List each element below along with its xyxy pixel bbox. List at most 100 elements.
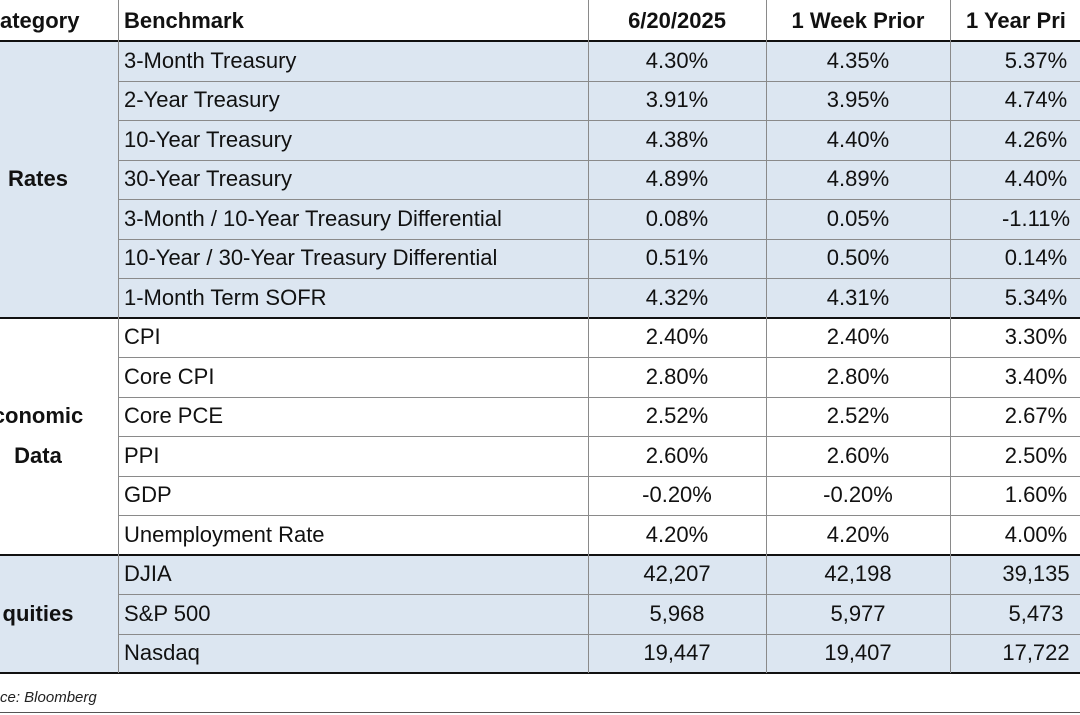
category-label: Data (14, 442, 62, 468)
value-cell: 4.32% (645, 284, 709, 310)
benchmark-name: 10-Year Treasury (124, 126, 292, 152)
value-cell: 2.52% (826, 403, 890, 429)
value-cell: 39,135 (1002, 561, 1070, 587)
benchmark-name: DJIA (124, 561, 172, 587)
benchmark-name: PPI (124, 442, 160, 468)
category-label: Rates (8, 166, 68, 192)
value-cell: 17,722 (1002, 640, 1070, 666)
benchmark-name: 3-Month / 10-Year Treasury Differential (124, 205, 502, 231)
value-cell: 5.37% (1004, 47, 1068, 73)
row-divider (118, 80, 1080, 82)
value-cell: 4.38% (645, 126, 709, 152)
header-cell: 1 Week Prior (791, 7, 925, 33)
benchmark-name: 10-Year / 30-Year Treasury Differential (124, 245, 498, 271)
value-cell: 1.60% (1004, 482, 1068, 508)
value-cell: 42,207 (643, 561, 711, 587)
value-cell: 0.51% (645, 245, 709, 271)
footer-line (0, 712, 1080, 713)
benchmark-name: CPI (124, 324, 161, 350)
benchmark-name: GDP (124, 482, 172, 508)
value-cell: 42,198 (824, 561, 892, 587)
value-cell: 4.26% (1004, 126, 1068, 152)
row-divider (118, 396, 1080, 398)
source-note: ce: Bloomberg (0, 689, 97, 706)
row-divider (118, 238, 1080, 240)
value-cell: 4.20% (645, 521, 709, 547)
value-cell: 4.74% (1004, 87, 1068, 113)
group-divider (0, 316, 1080, 319)
value-cell: 5.34% (1004, 284, 1068, 310)
column-divider (950, 0, 951, 673)
value-cell: 4.35% (826, 47, 890, 73)
value-cell: 0.50% (826, 245, 890, 271)
row-divider (118, 278, 1080, 279)
group-background (0, 554, 1080, 673)
row-divider (118, 120, 1080, 121)
value-cell: 4.89% (826, 166, 890, 192)
benchmark-name: 3-Month Treasury (124, 47, 297, 73)
header-cell: ategory (0, 7, 80, 33)
value-cell: 4.40% (1004, 166, 1068, 192)
value-cell: 2.60% (826, 442, 890, 468)
value-cell: -0.20% (642, 482, 712, 508)
value-cell: 2.52% (645, 403, 709, 429)
benchmark-name: 2-Year Treasury (124, 87, 280, 113)
row-divider (118, 475, 1080, 477)
value-cell: 3.91% (645, 87, 709, 113)
value-cell: 4.00% (1004, 521, 1068, 547)
value-cell: 4.31% (826, 284, 890, 310)
value-cell: 5,977 (830, 600, 886, 626)
row-divider (118, 594, 1080, 595)
row-divider (118, 357, 1080, 358)
benchmark-name: 1-Month Term SOFR (124, 284, 327, 310)
value-cell: 2.50% (1004, 442, 1068, 468)
benchmark-name: S&P 500 (124, 600, 211, 626)
column-divider (588, 0, 589, 673)
benchmark-name: Core CPI (124, 363, 215, 389)
category-label: conomic (0, 403, 84, 429)
value-cell: -1.11% (1001, 205, 1071, 231)
header-cell: Benchmark (124, 7, 244, 33)
value-cell: 4.89% (645, 166, 709, 192)
value-cell: 2.67% (1004, 403, 1068, 429)
value-cell: 19,447 (643, 640, 711, 666)
value-cell: 0.05% (826, 205, 890, 231)
group-divider (0, 672, 1080, 674)
benchmark-name: Unemployment Rate (124, 521, 325, 547)
value-cell: 2.40% (826, 324, 890, 350)
group-background (0, 41, 1080, 318)
benchmark-name: Nasdaq (124, 640, 200, 666)
group-divider (0, 40, 1080, 42)
category-label: quities (2, 600, 74, 626)
row-divider (118, 159, 1080, 161)
value-cell: 3.40% (1004, 363, 1068, 389)
column-divider (766, 0, 767, 673)
value-cell: 19,407 (824, 640, 892, 666)
value-cell: -0.20% (823, 482, 893, 508)
group-divider (0, 553, 1080, 556)
row-divider (118, 436, 1080, 437)
value-cell: 3.95% (826, 87, 890, 113)
benchmark-name: Core PCE (124, 403, 224, 429)
benchmark-name: 30-Year Treasury (124, 166, 292, 192)
value-cell: 2.60% (645, 442, 709, 468)
value-cell: 0.08% (645, 205, 709, 231)
value-cell: 3.30% (1004, 324, 1068, 350)
value-cell: 2.80% (645, 363, 709, 389)
value-cell: 2.80% (826, 363, 890, 389)
value-cell: 5,968 (649, 600, 705, 626)
value-cell: 4.40% (826, 126, 890, 152)
value-cell: 5,473 (1008, 600, 1064, 626)
row-divider (118, 633, 1080, 635)
header-cell: 6/20/2025 (628, 7, 726, 33)
value-cell: 4.20% (826, 521, 890, 547)
value-cell: 4.30% (645, 47, 709, 73)
value-cell: 2.40% (645, 324, 709, 350)
header-cell: 1 Year Pri (966, 7, 1066, 33)
row-divider (118, 515, 1080, 516)
row-divider (118, 199, 1080, 200)
column-divider (118, 0, 119, 673)
value-cell: 0.14% (1004, 245, 1068, 271)
